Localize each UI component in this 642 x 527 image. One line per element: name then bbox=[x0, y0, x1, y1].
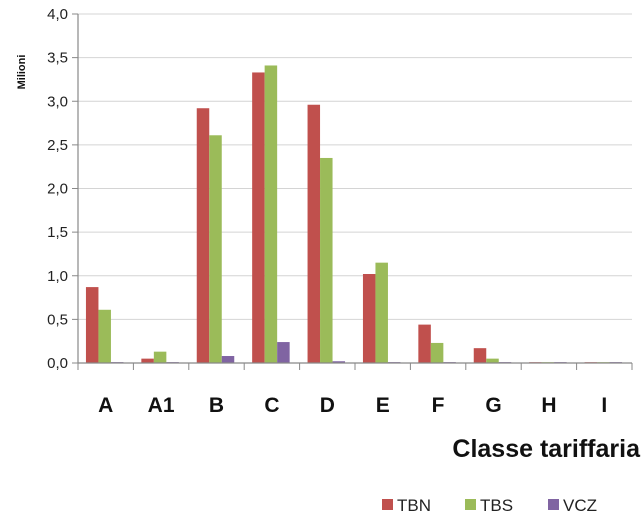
y-tick-label: 2,5 bbox=[47, 137, 68, 154]
bar-tbs-a1 bbox=[153, 351, 167, 363]
bar-vcz-c bbox=[277, 342, 290, 363]
legend: TBN TBS VCZ bbox=[382, 496, 597, 515]
bar-tbs-a bbox=[98, 309, 111, 363]
y-axis-ticks: 0,0 0,5 1,0 1,5 2,0 2,5 3,0 3,5 4,0 bbox=[47, 6, 78, 372]
y-tick-label: 1,0 bbox=[47, 268, 68, 285]
y-tick-label: 1,5 bbox=[47, 224, 68, 241]
bar-vcz-d bbox=[332, 361, 346, 363]
x-category-label: A bbox=[98, 394, 113, 417]
x-category-label: F bbox=[432, 394, 445, 417]
legend-label-tbs: TBS bbox=[480, 496, 513, 515]
y-tick-label: 3,5 bbox=[47, 50, 68, 67]
bar-tbs-e bbox=[375, 262, 388, 363]
bar-tbn-f bbox=[418, 324, 431, 363]
y-tick-label: 0,5 bbox=[47, 311, 68, 328]
y-tick-label: 0,0 bbox=[47, 355, 68, 372]
x-category-label: H bbox=[541, 394, 556, 417]
bar-tbn-c bbox=[252, 72, 265, 364]
legend-swatch-vcz bbox=[548, 499, 559, 510]
y-tick-label: 4,0 bbox=[47, 6, 68, 23]
x-category-label: B bbox=[209, 394, 224, 417]
bar-tbn-b bbox=[196, 108, 210, 363]
x-axis-categories: A A1 B C D E F G H I bbox=[77, 363, 633, 417]
x-axis-label: Classe tariffaria bbox=[452, 435, 641, 463]
x-category-label: E bbox=[376, 394, 390, 417]
bar-vcz-b bbox=[221, 356, 235, 363]
legend-label-vcz: VCZ bbox=[563, 496, 597, 515]
bar-tbn-g bbox=[473, 348, 487, 363]
x-category-label: C bbox=[264, 394, 279, 417]
gridlines bbox=[78, 13, 632, 320]
y-tick-label: 3,0 bbox=[47, 93, 68, 110]
bar-tbn-a bbox=[85, 287, 99, 363]
y-tick-label: 2,0 bbox=[47, 181, 68, 198]
x-category-label: D bbox=[320, 394, 335, 417]
bar-tbn-e bbox=[362, 274, 376, 363]
bar-tbn-a1 bbox=[141, 358, 154, 363]
bar-tbs-b bbox=[209, 135, 222, 363]
bar-tbs-f bbox=[430, 342, 444, 363]
legend-swatch-tbn bbox=[382, 499, 393, 510]
legend-label-tbn: TBN bbox=[397, 496, 431, 515]
bar-tbs-c bbox=[264, 65, 278, 363]
x-category-label: I bbox=[601, 394, 607, 417]
bar-tbs-d bbox=[320, 157, 333, 363]
y-axis-label: Milioni bbox=[16, 55, 28, 90]
x-category-label: G bbox=[485, 394, 501, 417]
legend-swatch-tbs bbox=[465, 499, 476, 510]
bar-tbs-g bbox=[486, 358, 499, 363]
bars bbox=[85, 65, 623, 364]
x-category-label: A1 bbox=[148, 394, 175, 417]
bar-tbn-d bbox=[307, 104, 321, 364]
